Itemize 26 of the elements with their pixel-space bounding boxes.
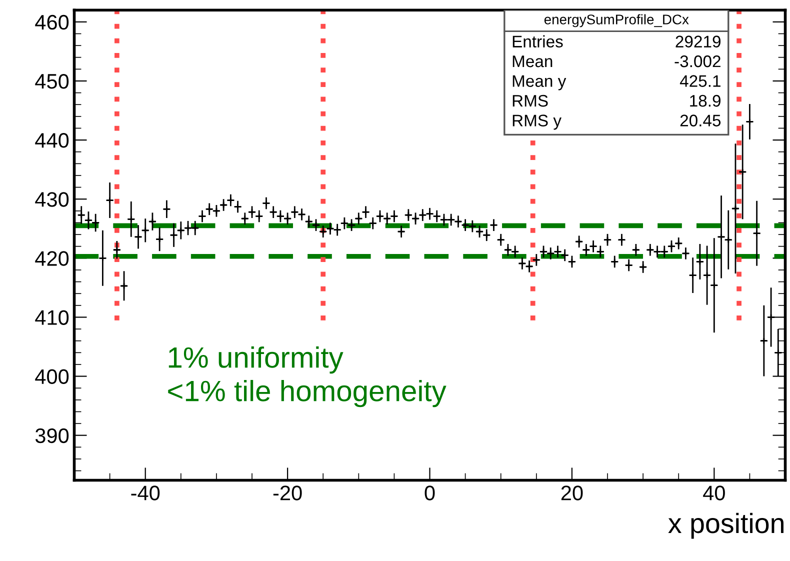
- annotation: 18.9: [690, 94, 720, 107]
- annotation: -3.002: [674, 55, 720, 68]
- x-axis-title: x position: [668, 512, 784, 539]
- y-tick-label: 400: [35, 369, 69, 384]
- y-tick-label: 430: [35, 192, 69, 207]
- annotation: energySumProfile_DCx: [544, 14, 689, 28]
- annotation: Mean: [512, 56, 552, 68]
- y-tick-label: 450: [35, 74, 69, 89]
- x-tick-label: -20: [273, 486, 302, 500]
- annotation: RMS y: [512, 114, 562, 130]
- x-tick-label: -40: [131, 486, 160, 500]
- annotation: 20.45: [680, 114, 721, 126]
- x-tick-label: 20: [561, 486, 583, 500]
- annotation: Entries: [512, 35, 563, 48]
- annotation: 1% uniformity <1% tile homogeneity: [168, 346, 446, 408]
- annotation: 425.1: [680, 75, 720, 87]
- y-tick-label: 410: [35, 310, 69, 325]
- y-tick-label: 420: [35, 251, 69, 266]
- y-tick-label: 460: [35, 14, 69, 30]
- annotation: RMS: [512, 94, 548, 107]
- x-tick-label: 0: [424, 486, 435, 500]
- y-tick-label: 390: [35, 428, 69, 444]
- annotation: 29219: [676, 36, 720, 48]
- y-tick-label: 440: [35, 133, 69, 148]
- x-tick-label: 40: [703, 486, 725, 500]
- annotation: Mean y: [512, 75, 566, 90]
